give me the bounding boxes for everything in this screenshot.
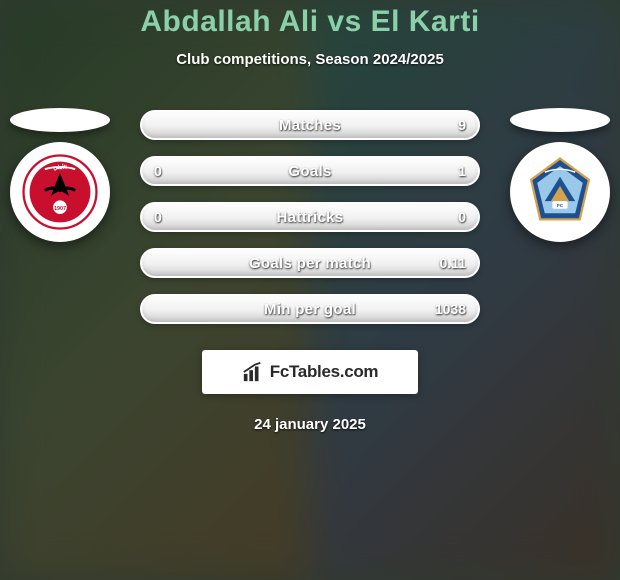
stat-bar: Goals per match 0.11 (140, 248, 480, 278)
stat-value-right: 0.11 (440, 255, 466, 271)
al-ahly-crest-icon: 1907 الأهلي (22, 154, 98, 230)
player-left-avatar-placeholder (10, 108, 110, 132)
pyramids-crest-icon: FC (522, 154, 598, 230)
svg-text:1907: 1907 (54, 206, 66, 212)
player-left-club-badge: 1907 الأهلي (10, 142, 110, 242)
stat-label: Min per goal (264, 301, 356, 318)
stat-bar: 0 Goals 1 (140, 156, 480, 186)
stats-bars: Matches 9 0 Goals 1 0 Hattricks 0 Goals per matc… (140, 108, 480, 324)
player-right-avatar-placeholder (510, 108, 610, 132)
bar-chart-icon (242, 361, 264, 383)
player-right-club-badge: FC (510, 142, 610, 242)
player-right-stack: FC (510, 108, 610, 242)
stat-label: Goals per match (249, 255, 371, 272)
stat-label: Matches (279, 117, 341, 134)
brand-attribution: FcTables.com (202, 350, 418, 394)
date-text: 24 january 2025 (0, 416, 620, 433)
brand-text: FcTables.com (270, 362, 379, 382)
stat-value-left: 0 (154, 209, 162, 225)
stat-value-right: 1 (458, 163, 466, 179)
stat-label: Hattricks (277, 209, 344, 226)
stat-bar: Matches 9 (140, 110, 480, 140)
stat-value-right: 9 (458, 117, 466, 133)
comparison-stage: 1907 الأهلي FC Matches90Goa (0, 108, 620, 324)
svg-text:FC: FC (557, 203, 564, 208)
page-title: Abdallah Ali vs El Karti (0, 5, 620, 39)
infographic-content: Abdallah Ali vs El Karti Club competitio… (0, 0, 620, 433)
stat-label: Goals (288, 163, 331, 180)
subtitle: Club competitions, Season 2024/2025 (0, 51, 620, 68)
stat-bar: 0 Hattricks 0 (140, 202, 480, 232)
stat-bar: Min per goal 1038 (140, 294, 480, 324)
player-left-stack: 1907 الأهلي (10, 108, 110, 242)
stat-value-left: 0 (154, 163, 162, 179)
stat-value-right: 1038 (435, 301, 466, 317)
stat-value-right: 0 (458, 209, 466, 225)
